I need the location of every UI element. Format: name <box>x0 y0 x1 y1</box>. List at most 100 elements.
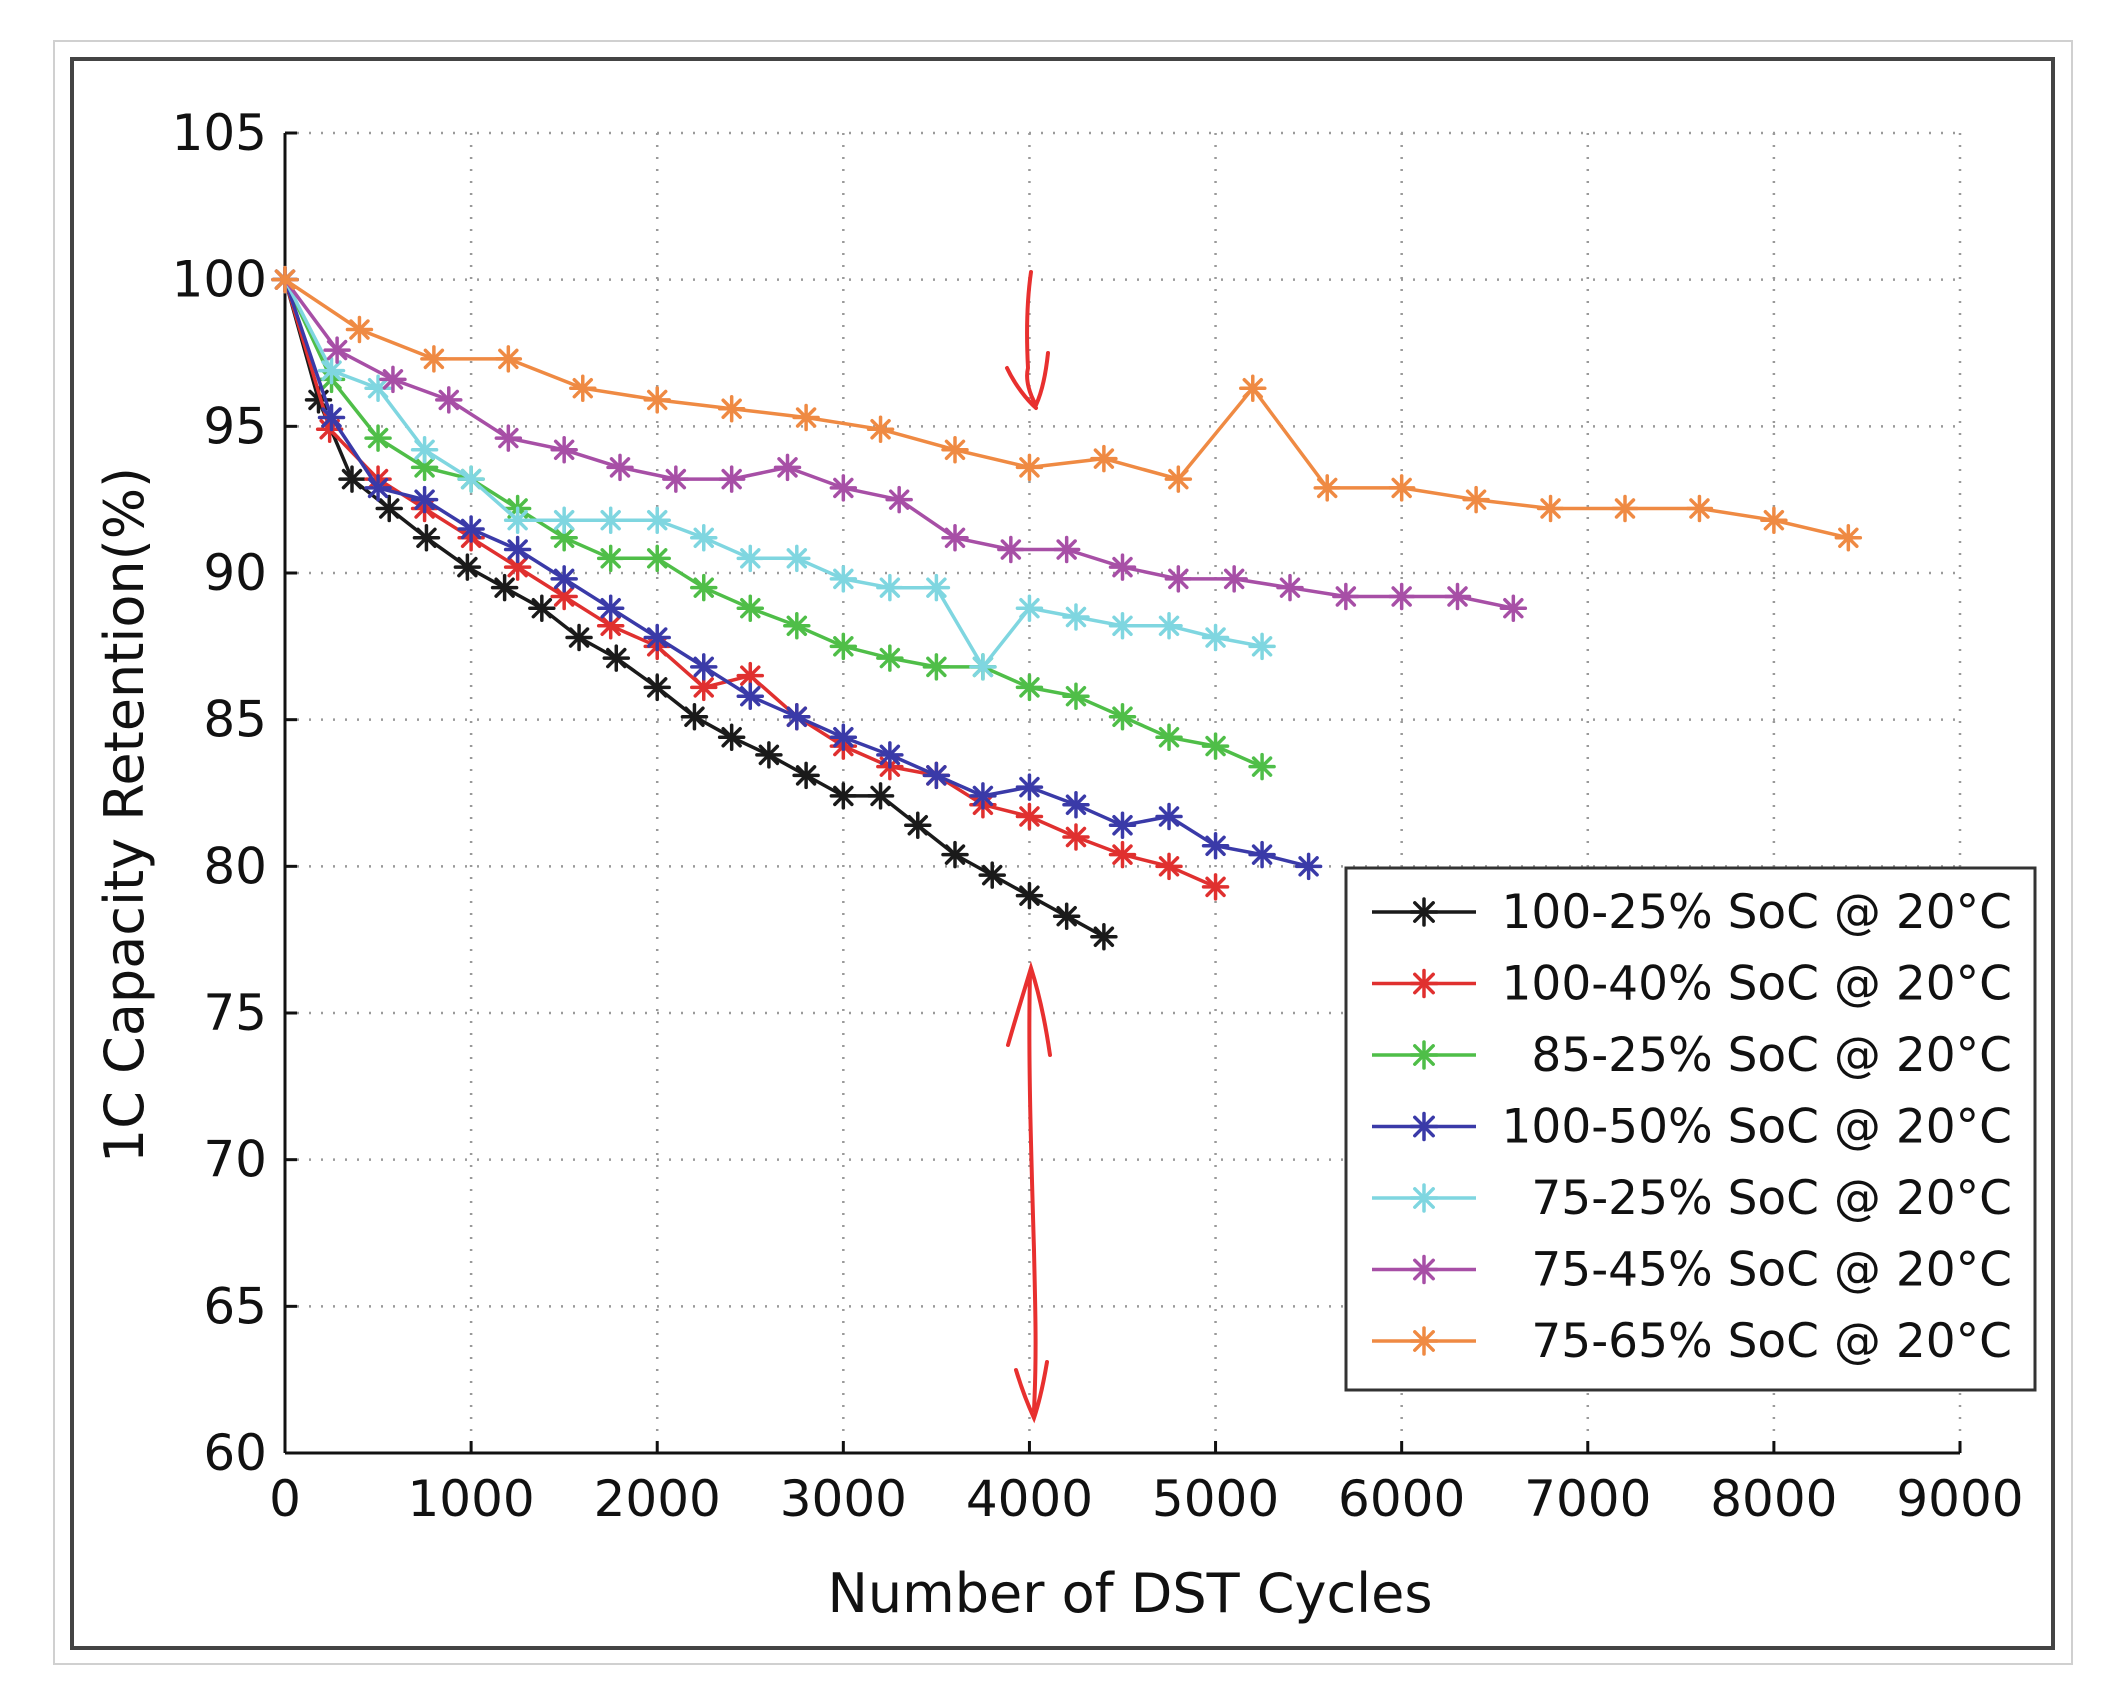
legend-marker <box>1409 897 1439 927</box>
data-point <box>550 436 578 464</box>
data-point <box>503 535 532 564</box>
data-point <box>876 644 904 672</box>
legend-marker <box>1409 1326 1439 1356</box>
legend-marker <box>1409 1183 1439 1213</box>
data-point <box>1062 682 1090 710</box>
data-point <box>453 553 482 581</box>
series-line <box>283 278 1514 610</box>
data-point <box>690 524 718 552</box>
data-point <box>420 345 448 373</box>
x-tick-label: 1000 <box>407 1470 534 1528</box>
legend-item: 100-40% SoC @ 20°C <box>1372 957 2012 1012</box>
x-tick-label: 7000 <box>1524 1470 1651 1528</box>
data-point <box>1760 506 1788 534</box>
data-point <box>1164 465 1193 493</box>
data-point <box>1276 573 1304 602</box>
data-point <box>1536 494 1565 523</box>
data-point <box>717 723 746 752</box>
data-point <box>1499 594 1528 622</box>
series-line <box>283 278 1263 669</box>
data-point <box>550 524 578 552</box>
data-point <box>773 453 802 482</box>
data-point <box>1387 474 1416 502</box>
hand-drawn-annotations <box>1005 270 1052 1424</box>
data-point <box>969 782 997 810</box>
legend-label: 100-50% SoC @ 20°C <box>1502 1100 2012 1155</box>
data-point <box>435 386 463 414</box>
data-point <box>410 485 439 514</box>
data-point <box>1248 632 1276 661</box>
data-point <box>792 761 820 790</box>
data-point <box>792 403 820 432</box>
x-axis-title: Number of DST Cycles <box>827 1562 1432 1625</box>
data-point <box>1108 811 1137 840</box>
data-point <box>1164 565 1193 593</box>
data-point <box>602 644 631 672</box>
series <box>271 265 1118 951</box>
data-point <box>410 436 439 464</box>
data-point <box>550 506 578 534</box>
axes <box>283 131 1962 1455</box>
data-point <box>317 403 346 432</box>
data-point <box>412 524 441 552</box>
legend-label: 75-25% SoC @ 20°C <box>1531 1171 2012 1226</box>
data-point <box>1155 612 1183 640</box>
legend-item: 75-25% SoC @ 20°C <box>1372 1171 2012 1226</box>
data-point <box>643 386 671 414</box>
data-point <box>1834 524 1863 552</box>
data-point <box>1201 732 1230 760</box>
series <box>271 265 1323 881</box>
legend: 100-25% SoC @ 20°C 100-40% SoC @ 20°C 85-2… <box>1344 866 2037 1392</box>
data-point <box>1062 790 1090 819</box>
data-point <box>457 515 485 543</box>
data-point <box>922 761 951 790</box>
data-point <box>1155 723 1183 752</box>
data-point <box>1201 832 1230 860</box>
data-point <box>643 623 671 652</box>
legend-label: 75-45% SoC @ 20°C <box>1531 1243 2012 1298</box>
legend-item: 100-50% SoC @ 20°C <box>1372 1100 2012 1155</box>
data-point <box>1108 702 1137 731</box>
data-point <box>1201 873 1230 901</box>
series-line <box>283 278 1263 769</box>
data-point <box>1313 474 1341 502</box>
data-point <box>876 741 904 769</box>
x-tick-label: 0 <box>269 1470 301 1528</box>
data-point <box>885 485 913 514</box>
data-point <box>690 573 718 602</box>
data-point <box>829 632 858 661</box>
data-point <box>1108 840 1137 869</box>
legend-label: 100-25% SoC @ 20°C <box>1502 885 2012 940</box>
data-point <box>690 653 718 681</box>
data-point <box>1611 494 1639 523</box>
legend-item: 75-65% SoC @ 20°C <box>1372 1314 2012 1369</box>
x-tick-label: 2000 <box>594 1470 721 1528</box>
data-point <box>1685 494 1714 523</box>
data-point <box>736 682 765 710</box>
data-point <box>1387 582 1416 611</box>
data-point <box>1443 582 1472 611</box>
data-point <box>494 345 523 373</box>
data-point <box>783 544 811 573</box>
data-point <box>1155 802 1183 831</box>
series <box>271 265 1863 552</box>
data-point <box>364 424 392 452</box>
series-line <box>284 278 1849 540</box>
data-point <box>323 336 351 364</box>
data-point <box>969 653 997 681</box>
series <box>271 265 1528 622</box>
data-point <box>866 782 895 810</box>
data-point <box>922 573 951 602</box>
y-tick-label: 100 <box>172 251 267 309</box>
data-point <box>662 465 690 493</box>
x-tick-label: 5000 <box>1152 1470 1279 1528</box>
data-point <box>1015 773 1044 801</box>
data-point <box>829 782 858 810</box>
data-point <box>643 506 671 534</box>
data-point <box>978 861 1006 889</box>
data-point <box>596 506 625 534</box>
data-point <box>569 374 597 402</box>
data-point <box>736 661 765 690</box>
data-point <box>1248 840 1276 869</box>
